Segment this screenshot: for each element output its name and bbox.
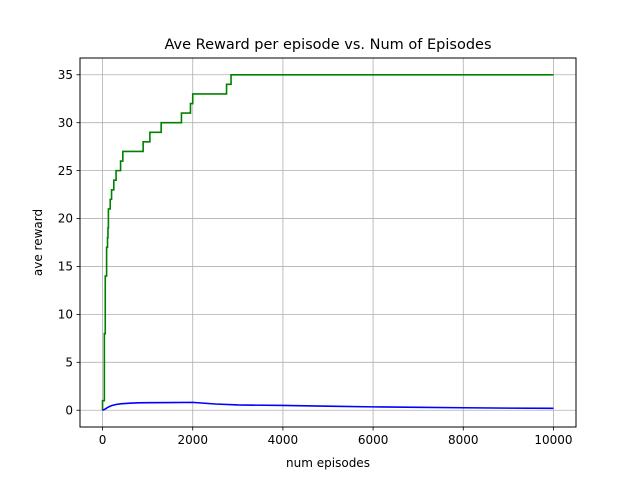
y-axis-label: ave reward	[31, 209, 45, 276]
series-line-0	[101, 73, 554, 411]
plot-frame	[79, 57, 577, 428]
x-tick-label: 6000	[358, 433, 389, 447]
plot-area	[80, 58, 576, 427]
y-tick-label: 20	[58, 212, 73, 226]
x-tick-label: 8000	[448, 433, 479, 447]
x-tick-label: 0	[99, 433, 107, 447]
x-axis-label: num episodes	[286, 456, 370, 470]
y-tick-label: 10	[58, 308, 73, 322]
y-tick-label: 5	[65, 356, 73, 370]
y-tick-label: 30	[58, 116, 73, 130]
y-tick-label: 35	[58, 68, 73, 82]
y-tick-label: 0	[65, 403, 73, 417]
series-line-1	[102, 401, 554, 411]
y-tick-label: 15	[58, 260, 73, 274]
chart-title: Ave Reward per episode vs. Num of Episod…	[164, 37, 491, 53]
tick-layer: 0 2000 4000 6000 8000 10000 0 5 10 15 20 25 30 35	[58, 68, 573, 447]
y-tick-label: 25	[58, 164, 73, 178]
x-tick-label: 2000	[177, 433, 208, 447]
x-tick-label: 4000	[268, 433, 299, 447]
series-layer	[101, 73, 554, 411]
x-tick-label: 10000	[534, 433, 572, 447]
